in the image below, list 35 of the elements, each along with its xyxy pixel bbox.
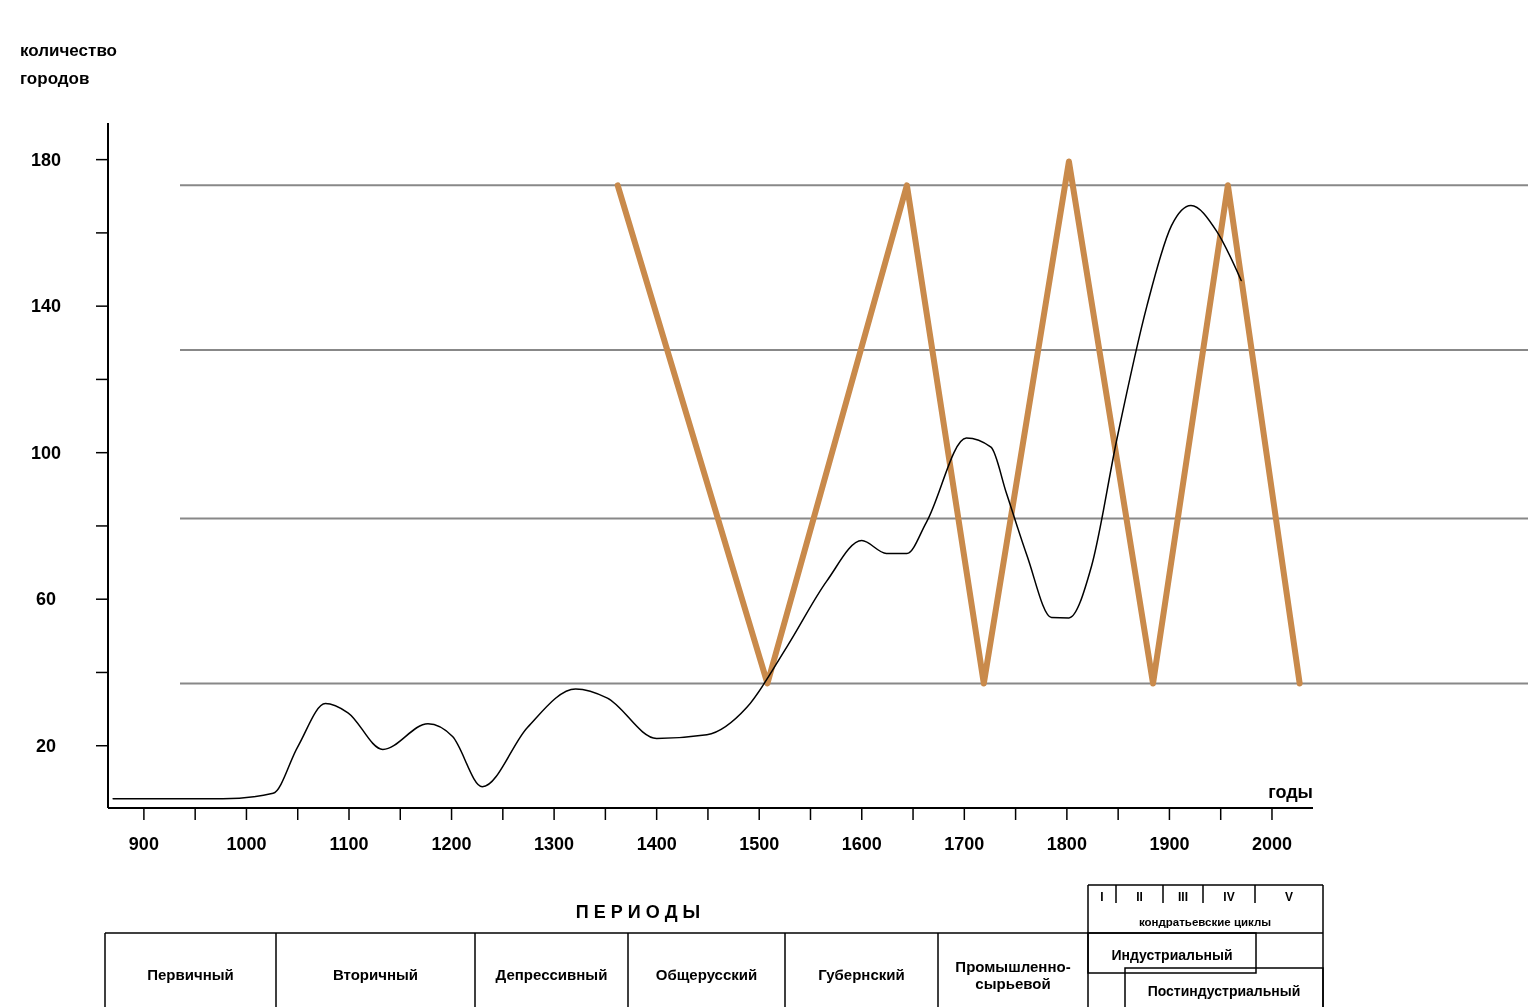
text: Индустриальный	[1111, 947, 1233, 963]
text: II	[1136, 890, 1143, 904]
x-tick-label: 900	[128, 834, 159, 854]
text: Вторичный	[332, 966, 419, 983]
text: I	[1100, 890, 1104, 904]
x-tick-label: 1800	[1046, 834, 1087, 854]
y-tick-label: 60	[35, 589, 57, 610]
x-axis-title: годы	[1268, 782, 1313, 802]
text: Постиндустриальный	[1147, 983, 1301, 999]
text: Общерусский	[655, 966, 758, 983]
text: кондратьевские циклы	[1138, 916, 1272, 928]
x-tick-label: 1300	[534, 834, 575, 854]
x-tick-label: 1000	[226, 834, 267, 854]
y-axis-title: количество городов	[20, 41, 117, 88]
x-tick-label: 1500	[739, 834, 780, 854]
x-tick-label: 1700	[944, 834, 985, 854]
x-tick-label: 1900	[1149, 834, 1190, 854]
text: Губернский	[818, 966, 905, 983]
x-tick-label: 1600	[841, 834, 882, 854]
x-tick-label: 2000	[1251, 834, 1292, 854]
x-tick-label: 1200	[431, 834, 472, 854]
y-tick-label: 20	[35, 735, 57, 756]
text: П Е Р И О Д Ы	[575, 902, 701, 922]
line-series	[112, 204, 1242, 800]
text: IV	[1223, 890, 1235, 904]
text: V	[1284, 890, 1294, 904]
x-tick-label: 1100	[329, 834, 369, 854]
x-tick-label: 1400	[636, 834, 677, 854]
text: III	[1177, 890, 1189, 904]
y-tick-label: 180	[30, 149, 62, 170]
text: Промышленно-сырьевой	[955, 958, 1071, 992]
y-tick-label: 100	[30, 442, 62, 463]
text: Первичный	[147, 966, 234, 983]
y-tick-label: 140	[30, 296, 62, 317]
text: Депрессивный	[495, 966, 608, 983]
